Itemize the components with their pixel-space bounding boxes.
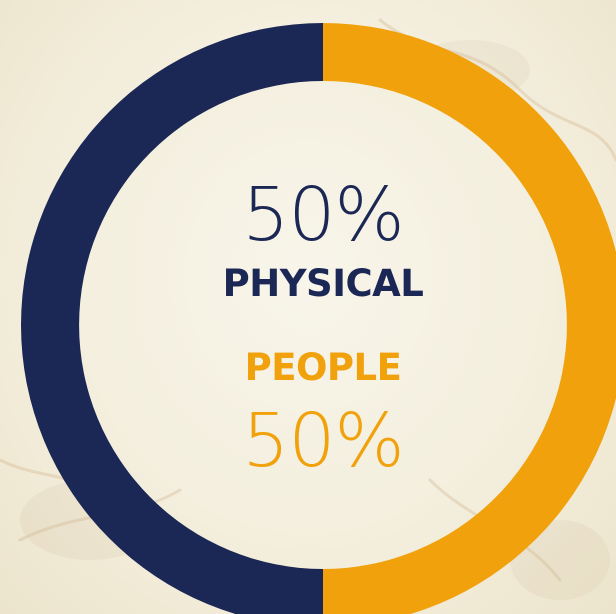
people-category-label: PEOPLE <box>244 346 402 389</box>
people-percent-label: 50% <box>242 398 404 484</box>
donut-segment-physical <box>21 23 323 614</box>
donut-segment-people <box>323 23 616 614</box>
physical-percent-label: 50% <box>242 172 404 258</box>
physical-category-label: PHYSICAL <box>222 262 424 305</box>
